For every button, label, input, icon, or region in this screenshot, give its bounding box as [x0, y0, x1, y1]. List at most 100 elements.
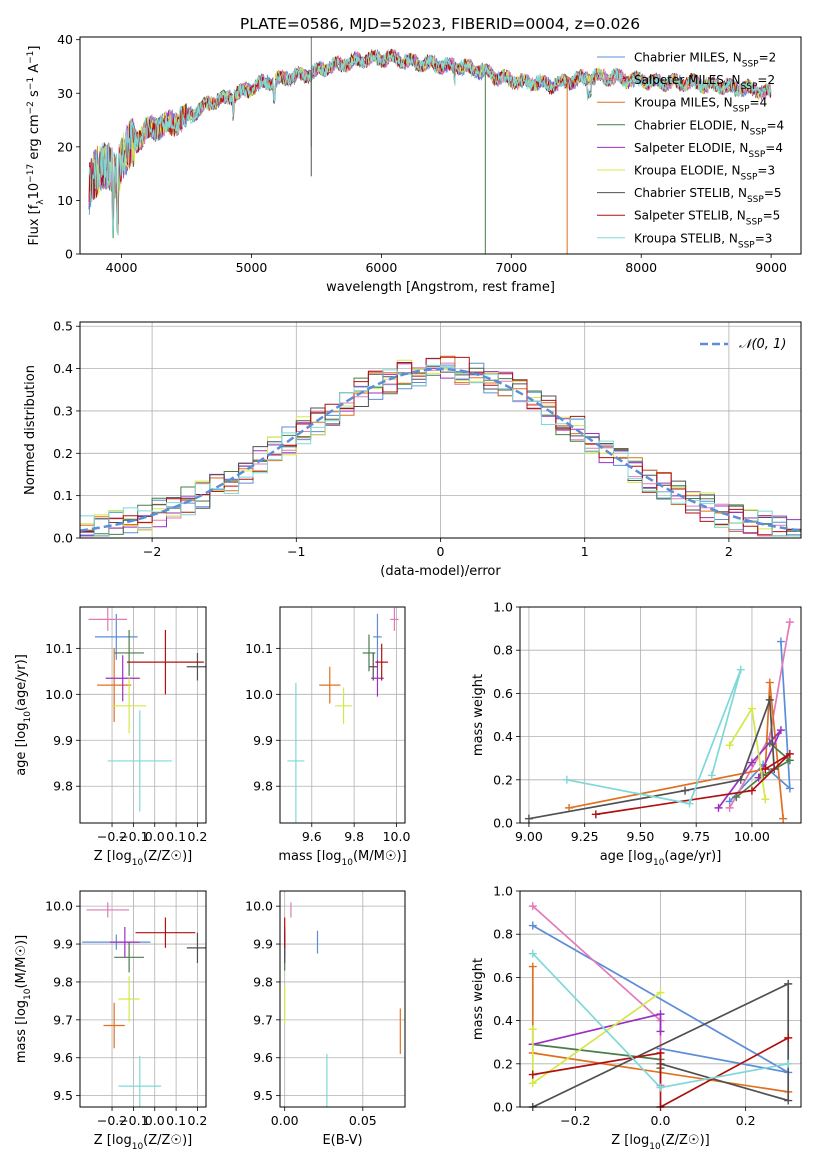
spectrum-ylabel: Flux [fλ10−17 erg cm−2 s−1 A−1] [26, 46, 46, 246]
legend-label-6: Chabrier STELIB, NSSP=5 [634, 186, 782, 205]
weight_vs_Z-ytick-label-4: 0.8 [493, 927, 513, 942]
spectrum-panel: 4000 5000 6000 7000 8000 9000 0 10 20 30 40 wavelen… [26, 32, 802, 295]
residuals-xtick-label-1: −1 [287, 544, 305, 559]
residuals-xtick-label-3: 1 [581, 544, 589, 559]
legend-label-2: Kroupa MILES, NSSP=4 [634, 96, 767, 115]
weight_vs_age-series-2 [568, 682, 785, 819]
age_vs_Z-xlabel: Z [log10(Z/Z☉)] [94, 849, 192, 868]
mass_vs_Z-xtick-label-3: 0.1 [166, 1113, 186, 1128]
age_vs_mass-ytick-label-0: 9.8 [253, 779, 273, 794]
age_vs_Z-ytick-label-1: 9.9 [53, 733, 73, 748]
weight_vs_age-series-2-marker-0 [565, 803, 574, 812]
weight_vs_age-xtick-label-3: 9.75 [682, 829, 710, 844]
weight_vs_age-series-0-marker-1 [785, 784, 794, 793]
mass_vs_Z-xtick-label-0: −0.2 [97, 1113, 127, 1128]
weight_vs_age-series-5-marker-0 [725, 741, 734, 750]
age_vs_Z-ylabel: age [log10(age/yr)] [14, 654, 33, 776]
mass_vs_ebv-ytick-label-2: 9.7 [253, 1012, 273, 1027]
residuals-xlabel: (data-model)/error [380, 564, 501, 579]
weight_vs_age-series-7-marker-1 [747, 786, 756, 795]
weight_vs_Z-xtick-label-1: 0.0 [651, 1113, 671, 1128]
weight_vs_age-series-5-marker-1 [747, 704, 756, 713]
weight_vs_age-series-7 [595, 753, 791, 816]
mass_vs_ebv-frame [279, 890, 406, 1108]
age_vs_Z-xtick-label-2: 0.0 [145, 829, 165, 844]
weight_vs_Z-xtick-label-0: −0.2 [560, 1113, 590, 1128]
weight_vs_age-series-0 [728, 641, 791, 802]
spectrum-ytick-label-4: 40 [57, 32, 73, 47]
age_vs_mass-ytick-label-2: 10.0 [245, 687, 273, 702]
spectrum-ytick-label-3: 30 [57, 86, 73, 101]
age_vs_mass-xtick-label-1: 9.8 [344, 829, 364, 844]
weight_vs_age-xtick-label-2: 9.50 [627, 829, 655, 844]
weight_vs_Z-ylabel: mass weight [471, 958, 486, 1040]
weight_vs_age-xlabel: age [log10(age/yr)] [600, 849, 722, 868]
residuals-frame [79, 321, 802, 539]
weight_vs_age-series-6-marker-2 [736, 775, 745, 784]
residuals-panel: −2 −1 0 1 2 0.0 0.1 0.2 0.3 0.4 0.5 (data-model)/er… [23, 319, 802, 579]
spectrum-ytick-label-1: 10 [57, 193, 73, 208]
weight_vs_age-series-8-marker-1 [685, 799, 694, 808]
residuals-xtick-label-4: 2 [725, 544, 733, 559]
age_vs_Z-ytick-label-2: 10.0 [45, 687, 73, 702]
weight_vs_age-series-8-marker-2 [736, 665, 745, 674]
mass_vs_Z-ylabel: mass [log10(M/M☉)] [14, 935, 33, 1063]
weight_vs_age-ytick-label-0: 0.0 [493, 816, 513, 831]
weight_vs_Z-series-7-marker-3 [784, 1033, 793, 1042]
mass_vs_Z-xtick-label-4: 0.2 [188, 1113, 208, 1128]
mass_vs_Z-xtick-label-1: −0.1 [118, 1113, 148, 1128]
age_vs_Z-xtick-label-1: −0.1 [118, 829, 148, 844]
weight_vs_Z-series-2-marker-0 [528, 962, 537, 971]
spectrum-xtick-label-2: 6000 [365, 260, 397, 275]
weight_vs_age-ytick-label-5: 1.0 [493, 600, 513, 615]
weight_vs_Z-ytick-label-5: 1.0 [493, 884, 513, 899]
weight_vs_age-xtick-label-4: 10.00 [734, 829, 770, 844]
mass_vs_ebv-ytick-label-3: 9.8 [253, 974, 273, 989]
mass_vs_ebv-xtick-label-1: 0.05 [349, 1113, 377, 1128]
weight_vs_age-ylabel: mass weight [471, 674, 486, 756]
weight_vs_Z-ytick-label-1: 0.2 [493, 1056, 513, 1071]
residuals-ytick-label-0: 0.0 [53, 531, 73, 546]
weight_vs_age-ytick-label-3: 0.6 [493, 686, 513, 701]
mass-vs-ebv-panel: 0.00 0.05 9.5 9.6 9.7 9.8 9.9 10.0 E(B-V) [245, 890, 406, 1148]
age_vs_mass-xtick-label-0: 9.6 [302, 829, 322, 844]
weight_vs_age-xtick-label-0: 9.00 [515, 829, 543, 844]
mass_vs_ebv-ytick-label-1: 9.6 [253, 1050, 273, 1065]
mass_vs_ebv-ytick-label-0: 9.5 [253, 1088, 273, 1103]
age-vs-mass-panel: 9.6 9.8 10.0 9.8 9.9 10.0 10.1 mass [log10(M/M☉… [245, 606, 410, 868]
weight_vs_Z-series-7-marker-1 [656, 1049, 665, 1057]
weight_vs_Z-series-4-marker-2 [656, 1027, 665, 1036]
spectrum-xtick-label-0: 4000 [106, 260, 138, 275]
legend-label-5: Kroupa ELODIE, NSSP=3 [634, 164, 775, 183]
age_vs_mass-ytick-label-3: 10.1 [245, 641, 273, 656]
age_vs_mass-xlabel: mass [log10(M/M☉)] [278, 849, 406, 868]
weight_vs_age-series-2-marker-2 [765, 678, 774, 687]
mass_vs_ebv-ytick-label-5: 10.0 [245, 899, 273, 914]
weight_vs_age-series-6 [528, 699, 776, 820]
residuals-ylabel: Normed distribution [23, 365, 38, 495]
mass_vs_ebv-xtick-label-0: 0.00 [271, 1113, 299, 1128]
spectrum-xtick-label-1: 5000 [236, 260, 268, 275]
age_vs_Z-xtick-label-0: −0.2 [97, 829, 127, 844]
normal-reference-curve [80, 367, 801, 532]
weight_vs_Z-series-4-marker-1 [656, 1010, 665, 1019]
mass_vs_Z-ytick-label-1: 9.6 [53, 1050, 73, 1065]
weight-vs-age-panel: 9.00 9.25 9.50 9.75 10.00 0.0 0.2 0.4 0.6 0.8 1.0 a… [471, 600, 802, 868]
spectrum-xtick-label-5: 9000 [755, 260, 787, 275]
spectrum-frame [79, 36, 802, 255]
residuals-ytick-label-4: 0.4 [53, 361, 73, 376]
mass_vs_Z-ytick-label-2: 9.7 [53, 1012, 73, 1027]
weight_vs_age-series-7-marker-2 [785, 749, 794, 758]
weight_vs_Z-series-0-marker-0 [528, 921, 537, 930]
weight_vs_age-series-7-marker-0 [591, 810, 600, 819]
legend-label-7: Salpeter STELIB, NSSP=5 [634, 209, 780, 228]
weight_vs_Z-series-6 [532, 982, 790, 1107]
residual-legend-label: 𝒩(0, 1) [739, 337, 786, 352]
weight_vs_Z-series-8-marker-2 [784, 1059, 793, 1068]
age_vs_mass-frame [279, 606, 406, 824]
weight_vs_Z-series-8-marker-0 [528, 949, 537, 958]
age_vs_Z-xtick-label-3: 0.1 [166, 829, 186, 844]
legend-label-8: Kroupa STELIB, NSSP=3 [634, 231, 772, 250]
residuals-xtick-label-2: 0 [437, 544, 445, 559]
